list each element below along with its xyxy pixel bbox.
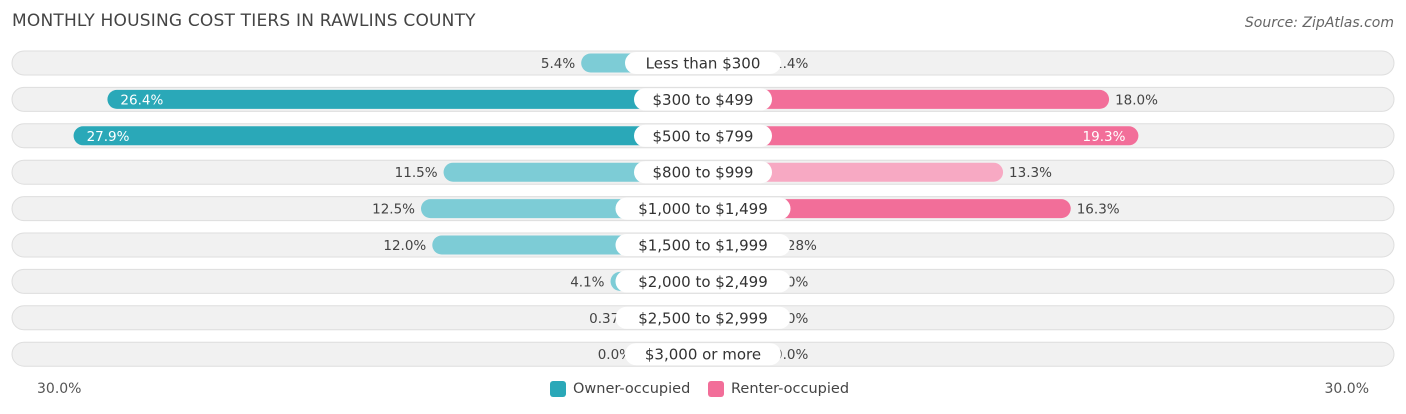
owner-bar <box>107 89 703 109</box>
owner-value-label: 5.4% <box>541 56 575 72</box>
category-label: $1,000 to $1,499 <box>638 200 768 218</box>
category-label: $800 to $999 <box>653 164 754 182</box>
category-pill <box>634 124 772 147</box>
owner-value-label: 12.5% <box>372 202 415 218</box>
axis-left-label: 30.0% <box>37 381 82 397</box>
owner-value-label: 27.9% <box>87 129 130 145</box>
renter-value-label: 1.4% <box>774 56 808 72</box>
legend-renter-swatch <box>708 381 724 397</box>
renter-value-label: 13.3% <box>1009 165 1052 181</box>
category-pill <box>634 161 772 184</box>
category-pill <box>634 88 772 111</box>
owner-value-label: 11.5% <box>395 165 438 181</box>
owner-value-label: 0.0% <box>598 347 632 363</box>
category-label: $2,000 to $2,499 <box>638 273 768 291</box>
renter-bar <box>703 126 1139 146</box>
legend: Owner-occupied Renter-occupied <box>0 379 1406 399</box>
renter-value-label: 0.0% <box>774 347 808 363</box>
category-pill <box>625 52 781 74</box>
legend-owner-label: Owner-occupied <box>573 381 691 397</box>
renter-bar <box>703 162 1004 182</box>
renter-value-label: 19.3% <box>1083 129 1126 145</box>
category-pill <box>615 197 791 220</box>
renter-value-label: 18.0% <box>1115 92 1158 108</box>
category-label: $1,500 to $1,999 <box>638 237 768 255</box>
legend-owner: Owner-occupied <box>550 379 690 399</box>
renter-bar <box>703 199 1071 219</box>
owner-value-label: 12.0% <box>383 238 426 254</box>
category-pill <box>615 234 791 256</box>
renter-value-label: 16.3% <box>1077 202 1120 218</box>
diverging-bar-chart: 5.4% 1.4% Less than $300 26.4% 18.0% $300 to … <box>11 50 1395 367</box>
owner-value-label: 4.1% <box>570 274 604 290</box>
chart-title: MONTHLY HOUSING COST TIERS IN RAWLINS CO… <box>12 11 476 31</box>
legend-owner-swatch <box>550 381 566 397</box>
owner-bar <box>73 126 704 146</box>
owner-value-label: 26.4% <box>120 92 163 108</box>
category-label: $500 to $799 <box>653 127 754 145</box>
legend-renter: Renter-occupied <box>708 379 849 399</box>
category-label: $2,500 to $2,999 <box>638 309 768 327</box>
axis-right-label: 30.0% <box>1324 381 1369 397</box>
legend-renter-label: Renter-occupied <box>731 381 850 397</box>
renter-bar <box>703 89 1110 109</box>
category-pill <box>615 306 791 329</box>
source-note: Source: ZipAtlas.com <box>1244 15 1394 31</box>
category-pill <box>625 343 781 366</box>
category-pill <box>615 270 791 293</box>
category-label: Less than $300 <box>646 55 761 73</box>
category-label: $3,000 or more <box>645 346 761 364</box>
category-label: $300 to $499 <box>653 91 754 109</box>
